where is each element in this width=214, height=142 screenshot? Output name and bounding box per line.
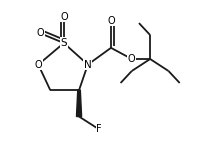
Polygon shape <box>76 90 82 117</box>
Text: F: F <box>96 124 102 134</box>
Text: N: N <box>84 60 92 70</box>
Text: S: S <box>61 38 67 48</box>
Text: O: O <box>34 60 42 70</box>
Text: O: O <box>107 16 115 26</box>
Text: O: O <box>128 54 136 64</box>
Text: O: O <box>37 28 45 38</box>
Text: O: O <box>60 12 68 22</box>
